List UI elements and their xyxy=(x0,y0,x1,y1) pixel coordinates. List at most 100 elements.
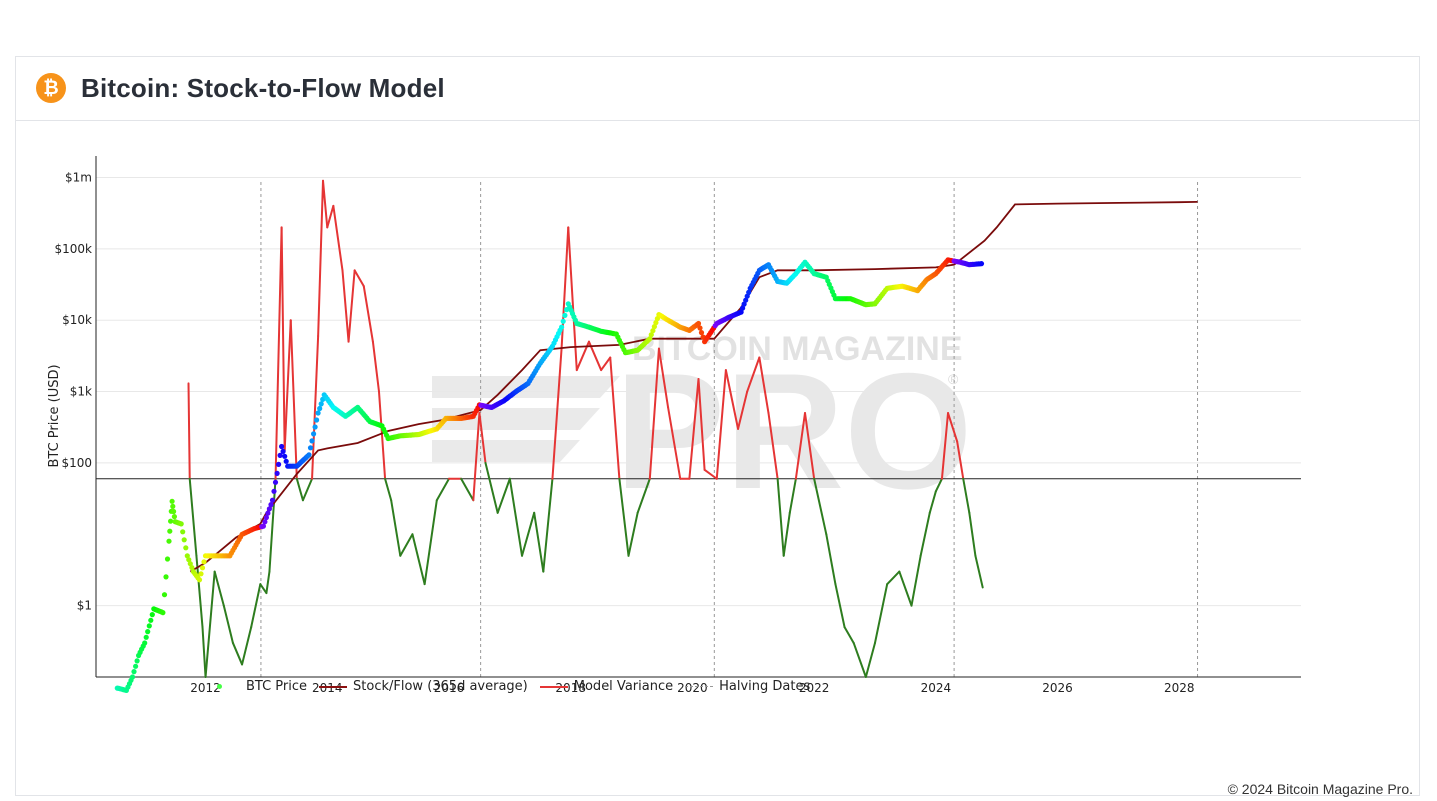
y-tick-label: $100 xyxy=(61,456,92,470)
model-variance-segment xyxy=(782,511,791,557)
x-tick-label: 2020 xyxy=(677,681,708,695)
btc-price-point xyxy=(201,559,207,565)
x-tick-label: 2016 xyxy=(434,681,465,695)
model-variance-segment xyxy=(460,477,475,502)
copyright-text: © 2024 Bitcoin Magazine Pro. xyxy=(1227,781,1413,797)
btc-price-point xyxy=(311,431,317,437)
btc-price-point xyxy=(183,545,189,551)
page-title: Bitcoin: Stock-to-Flow Model xyxy=(81,73,445,103)
btc-price-point xyxy=(315,410,321,416)
btc-price-point xyxy=(562,312,568,318)
model-variance-segment xyxy=(521,511,536,557)
model-variance-segment xyxy=(265,570,271,595)
model-variance-segment xyxy=(852,641,867,678)
x-tick-label: 2014 xyxy=(312,681,343,695)
btc-price-point xyxy=(180,529,186,535)
btc-price-point xyxy=(133,663,139,669)
model-variance-segment xyxy=(788,477,797,514)
chart-legend: BTC Price Stock/Flow (365d average) Mode… xyxy=(212,679,822,694)
btc-price-point xyxy=(166,538,172,544)
model-variance-segment xyxy=(551,347,563,480)
model-variance-segment xyxy=(289,319,298,480)
model-variance-segment xyxy=(268,477,277,573)
y-tick-label: $1k xyxy=(70,385,92,399)
model-variance-segment xyxy=(697,377,706,471)
btc-price-point xyxy=(146,623,152,629)
stock-to-flow-series xyxy=(189,201,1198,573)
model-variance-segment xyxy=(956,440,965,480)
chart-card: ₿ Bitcoin: Stock-to-Flow Model xyxy=(15,56,1420,796)
model-variance-segment xyxy=(472,412,481,502)
btc-price-point xyxy=(268,502,274,508)
model-variance-segment xyxy=(332,204,344,272)
btc-price-point xyxy=(318,401,324,407)
btc-price-point xyxy=(651,324,658,330)
btc-price-point xyxy=(167,528,173,534)
btc-price-point xyxy=(276,461,282,467)
model-variance-segment xyxy=(201,626,207,678)
btc-price-point xyxy=(280,448,286,454)
model-variance-segment xyxy=(910,554,922,607)
legend-item-btc-price[interactable]: BTC Price xyxy=(212,679,307,694)
btc-price-point xyxy=(272,479,279,485)
halving-dates-swatch-icon xyxy=(685,682,714,692)
btc-price-point xyxy=(170,503,176,509)
model-variance-segment xyxy=(825,533,837,586)
btc-price-point xyxy=(129,674,136,680)
model-variance-segment xyxy=(241,626,253,666)
model-variance-segment xyxy=(280,226,286,452)
model-variance-segment xyxy=(274,226,283,480)
btc-price-point xyxy=(199,565,206,571)
legend-item-model-variance[interactable]: Model Variance xyxy=(539,679,673,694)
btc-price-point xyxy=(741,301,747,307)
btc-price-point xyxy=(143,634,149,640)
model-variance-segment xyxy=(657,347,670,409)
model-variance-segment xyxy=(353,269,365,288)
btc-price-point xyxy=(647,336,653,342)
model-variance-segment xyxy=(478,412,487,464)
model-variance-segment xyxy=(384,477,393,502)
btc-price-point xyxy=(306,452,312,458)
x-tick-label: 2024 xyxy=(921,681,952,695)
model-variance-series xyxy=(187,179,984,678)
model-variance-segment xyxy=(496,477,511,514)
model-variance-segment xyxy=(813,477,828,536)
btc-price-point xyxy=(184,553,190,559)
btc-price-point xyxy=(266,506,272,512)
model-variance-segment xyxy=(609,356,621,480)
btc-price-point xyxy=(312,424,318,430)
btc-price-point xyxy=(743,297,749,303)
btc-price-point xyxy=(269,497,276,503)
btc-price-point xyxy=(171,508,177,515)
stock-flow-swatch-icon xyxy=(319,682,348,692)
btc-price-swatch-icon xyxy=(212,682,240,692)
btc-price-point xyxy=(271,488,277,494)
model-variance-segment xyxy=(919,511,931,557)
model-variance-segment xyxy=(767,412,779,480)
model-variance-segment xyxy=(600,356,612,372)
stock-flow-line xyxy=(189,201,1198,573)
legend-item-halving-dates[interactable]: Halving Dates xyxy=(685,679,810,694)
model-variance-segment xyxy=(746,356,761,393)
btc-price-point xyxy=(695,320,702,327)
btc-price-point xyxy=(274,470,280,476)
btc-price-point xyxy=(181,537,187,543)
model-variance-segment xyxy=(898,570,913,607)
legend-label: Halving Dates xyxy=(719,679,811,694)
btc-price-point xyxy=(282,453,288,459)
model-variance-segment xyxy=(295,477,304,502)
model-variance-segment xyxy=(484,461,499,514)
model-variance-segment xyxy=(371,340,380,393)
btc-price-point xyxy=(262,519,268,525)
legend-label: Stock/Flow (365d average) xyxy=(353,679,528,694)
x-axis-ticks: 2012 2014 2016 2018 2020 2022 2024 2026 2028 xyxy=(190,681,1194,695)
y-axis-label: BTC Price (USD) xyxy=(47,364,62,467)
btc-price-point xyxy=(307,445,314,451)
model-variance-segment xyxy=(886,570,901,586)
model-variance-segment xyxy=(399,533,414,557)
model-variance-segment xyxy=(326,204,335,229)
model-variance-segment xyxy=(347,269,356,343)
x-tick-label: 2018 xyxy=(555,681,586,695)
legend-item-stock-flow[interactable]: Stock/Flow (365d average) xyxy=(319,679,528,694)
